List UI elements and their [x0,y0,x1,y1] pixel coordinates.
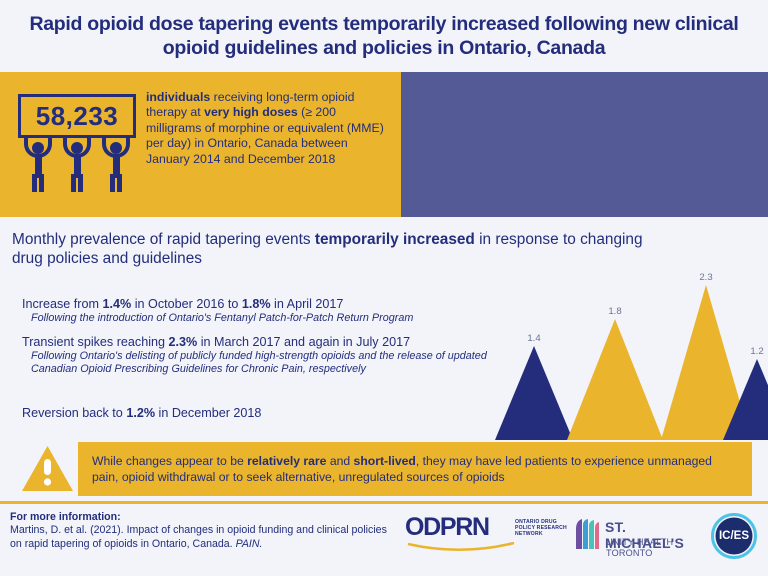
warning-text: While changes appear to be relatively ra… [92,454,712,484]
footer: For more information: Martins, D. et al.… [0,501,768,576]
citation: For more information: Martins, D. et al.… [10,511,390,551]
warning-box: While changes appear to be relatively ra… [78,442,752,496]
finding-item: Increase from 1.4% in October 2016 to 1.… [22,296,522,325]
warning-triangle-icon [22,446,73,491]
footer-accent-bar [0,501,768,504]
population-description: individuals receiving long-term opioid t… [146,90,384,166]
stat-band: 58,233 individuals receiving long-term o… [0,72,768,217]
citation-text: Martins, D. et al. (2021). Impact of cha… [10,524,387,550]
triangle-shape [723,359,768,440]
ices-circle-icon [711,513,757,559]
warning-callout: While changes appear to be relatively ra… [0,439,768,501]
st-michaels-logo[interactable]: ST. MICHAEL'S UNITY HEALTH TORONTO [572,514,707,558]
chart-bar: 1.8 [567,306,663,440]
triangle-shape [567,319,663,440]
st-michaels-name: ST. MICHAEL'S [605,519,685,551]
st-michaels-tagline: UNITY HEALTH TORONTO [606,537,674,558]
odprn-tagline: ONTARIO DRUG POLICY RESEARCH NETWORK [515,519,567,538]
chart-bar: 1.4 [495,333,573,440]
finding-sub: Following the introduction of Ontario's … [31,312,414,324]
odprn-wordmark: ODPRN [405,513,490,541]
odprn-swoosh-icon [407,542,515,552]
finding-lead: Transient spikes reaching 2.3% in March … [22,335,411,349]
person-icon [102,136,130,192]
three-people-holding-sign-icon: 58,233 [18,94,136,194]
ices-wordmark: IC/ES [718,530,750,542]
person-icon [24,136,52,192]
citation-journal: PAIN. [235,537,263,550]
prevalence-triangle-chart: 1.4 1.8 2.3 1.2 [495,229,768,440]
chart-value-label: 1.8 [608,306,622,317]
more-info-label: For more information: [10,511,121,523]
finding-sub: Following Ontario's delisting of publicl… [31,350,487,376]
finding-lead: Increase from 1.4% in October 2016 to 1.… [22,297,344,311]
triangle-shape [661,285,751,440]
chart-value-label: 2.3 [699,272,713,283]
chart-bar: 1.2 [723,346,768,440]
definition-panel: Rapid Tapering Definition: ≥ 50 % reduct… [401,72,768,217]
section-heading: Monthly prevalence of rapid tapering eve… [12,231,643,267]
count-box: 58,233 [18,94,136,138]
population-count: 58,233 [35,101,119,131]
ices-logo[interactable]: IC/ES [711,513,757,559]
chart-bar: 2.3 [661,272,751,440]
finding-lead: Reversion back to 1.2% in December 2018 [22,406,262,420]
chart-value-label: 1.2 [750,346,764,357]
findings-section: Monthly prevalence of rapid tapering eve… [0,217,768,439]
odprn-logo[interactable]: ODPRN ONTARIO DRUG POLICY RESEARCH NETWO… [405,513,567,557]
finding-item: Reversion back to 1.2% in December 2018 [22,405,422,421]
population-stat-panel: 58,233 individuals receiving long-term o… [0,72,401,217]
triangle-shape [495,346,573,440]
logo-row: ODPRN ONTARIO DRUG POLICY RESEARCH NETWO… [400,509,765,561]
st-michaels-mark-icon [576,519,599,549]
header-banner: Rapid opioid dose tapering events tempor… [0,0,768,72]
page-title: Rapid opioid dose tapering events tempor… [29,13,739,59]
person-icon [63,136,91,192]
chart-value-label: 1.4 [527,333,541,344]
finding-item: Transient spikes reaching 2.3% in March … [22,334,512,376]
